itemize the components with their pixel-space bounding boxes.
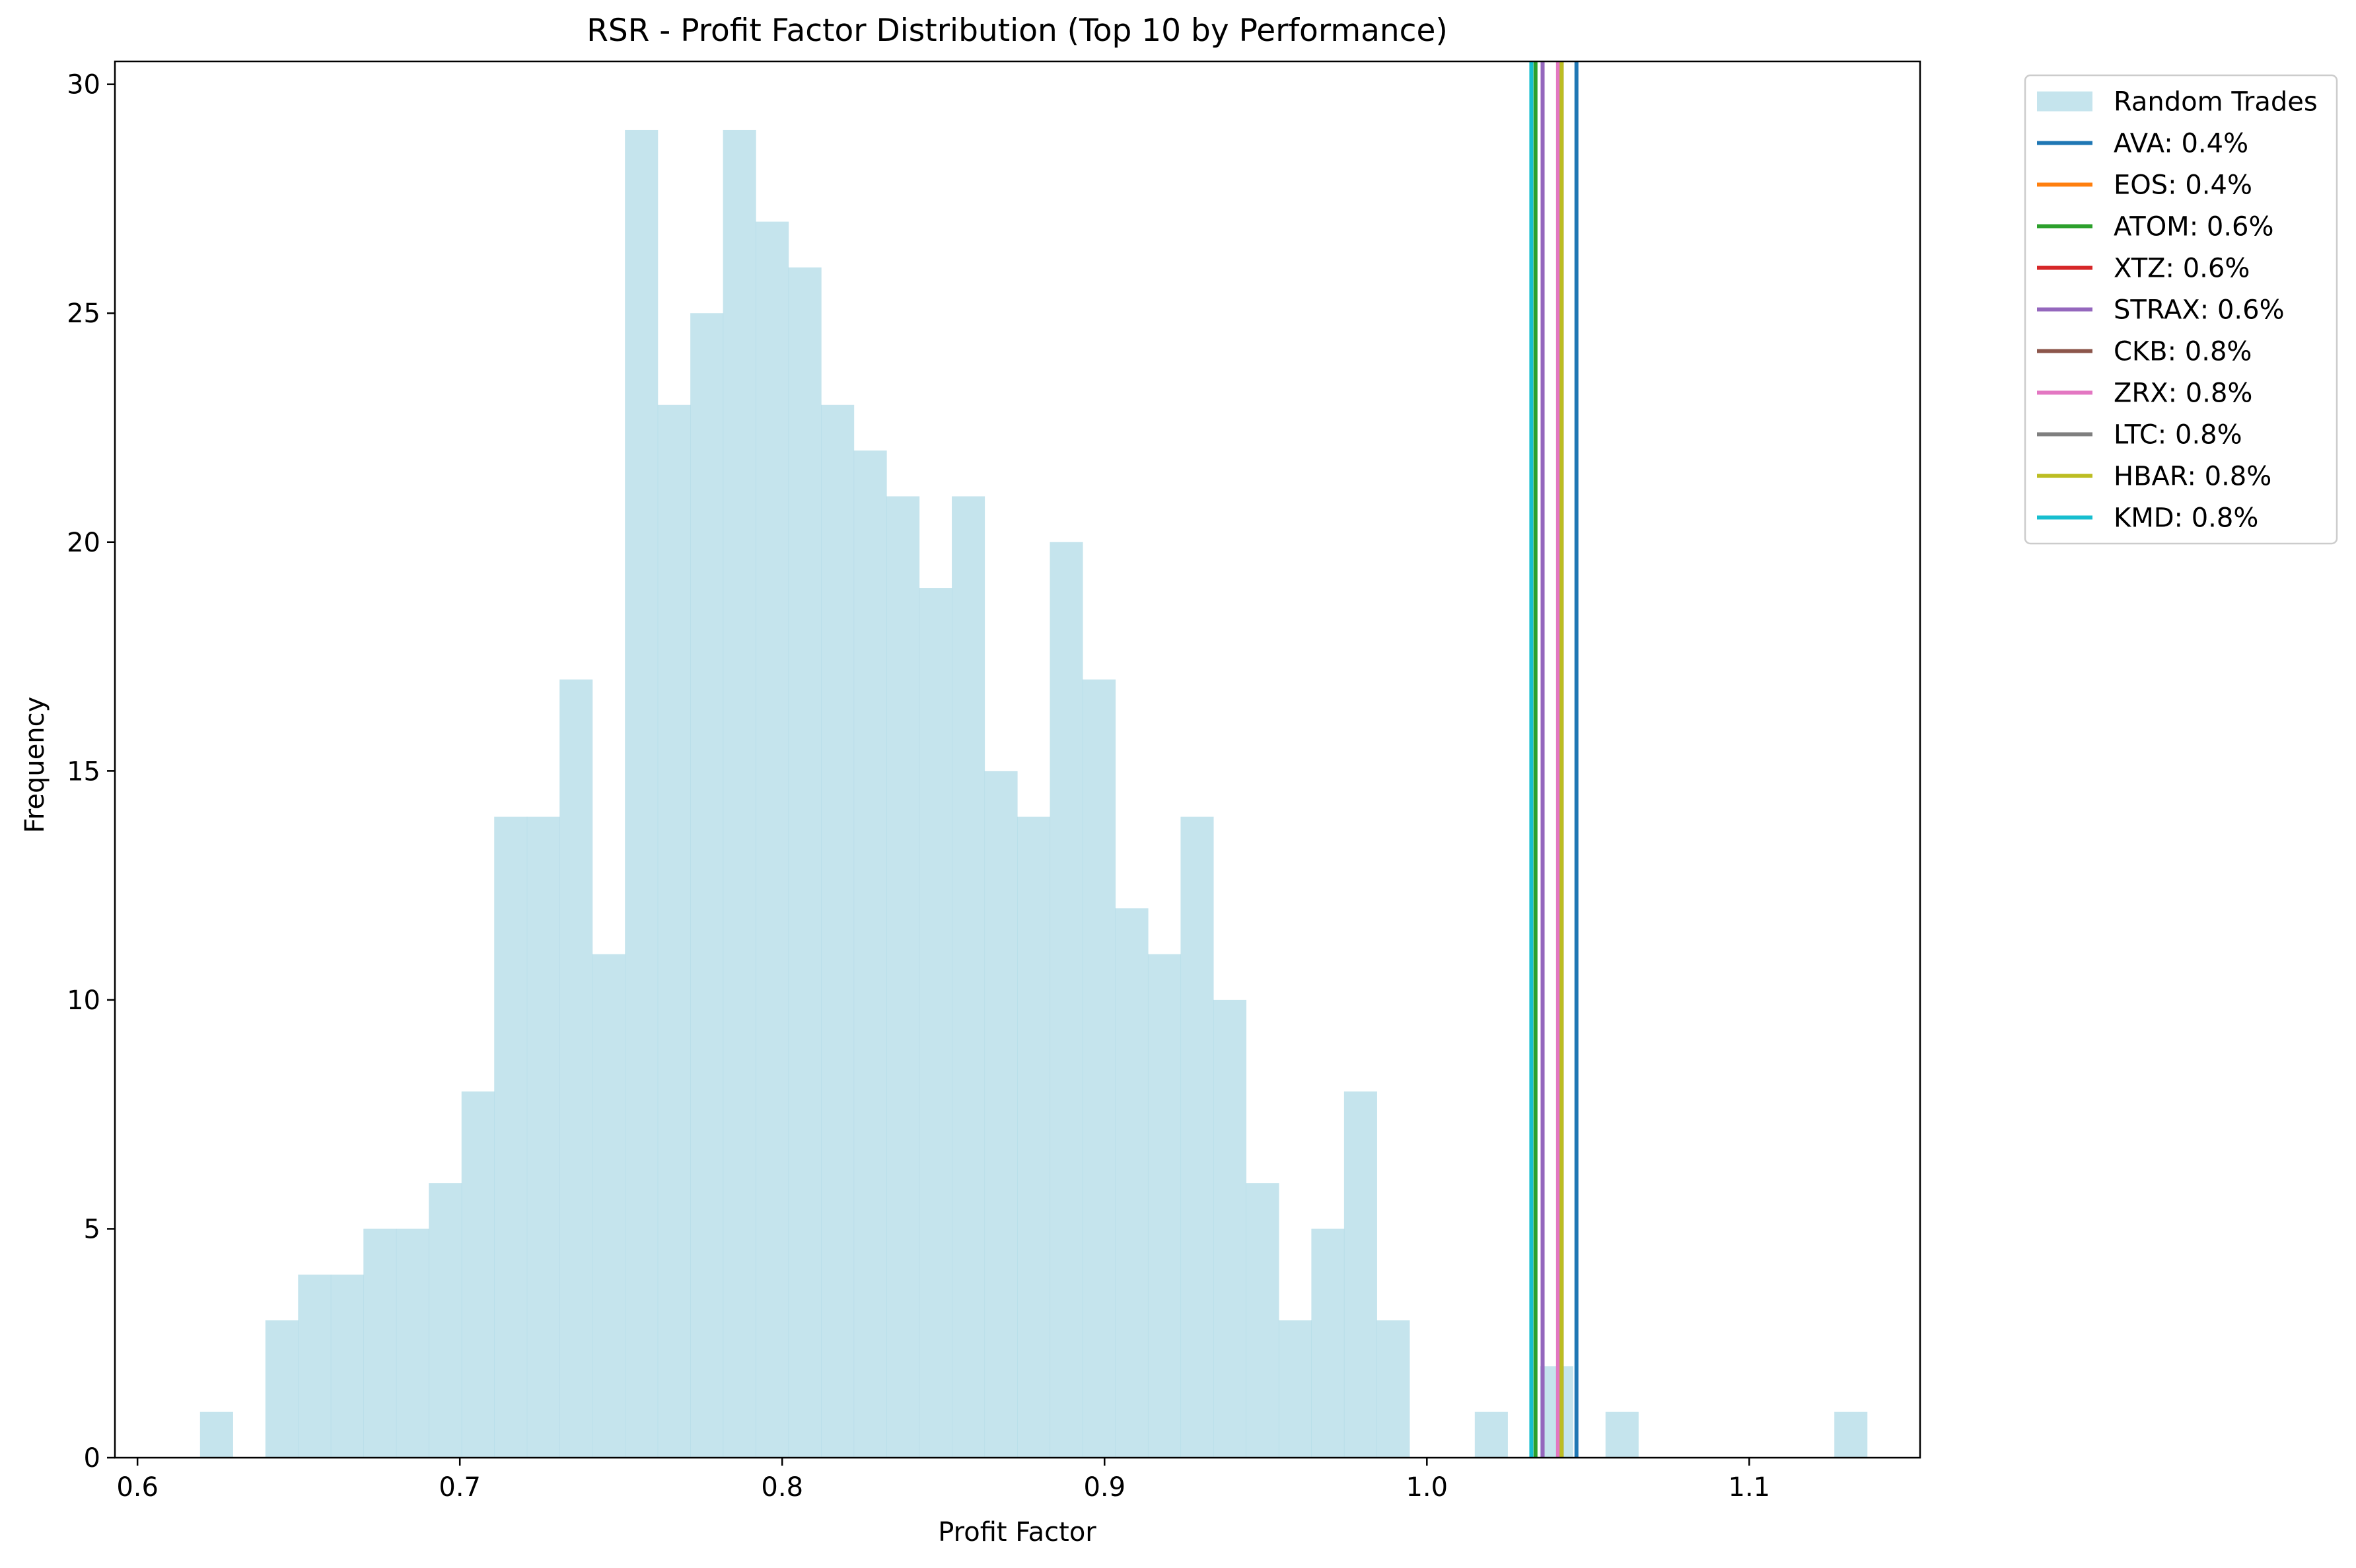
histogram-bar	[1834, 1411, 1868, 1458]
histogram-bar	[1474, 1411, 1508, 1458]
histogram-bar	[1017, 816, 1051, 1458]
histogram-bar	[1376, 1320, 1410, 1458]
legend-label: STRAX: 0.6%	[2114, 295, 2285, 326]
histogram-bar	[853, 450, 887, 1458]
legend-label: AVA: 0.4%	[2114, 129, 2248, 159]
histogram-bar	[363, 1229, 397, 1458]
histogram-bar	[396, 1229, 429, 1458]
histogram-bar	[461, 1091, 495, 1458]
legend-label: Random Trades	[2114, 87, 2318, 118]
histogram-bar	[919, 588, 952, 1458]
reference-lines	[1529, 61, 1579, 1458]
legend-swatch	[2037, 91, 2092, 112]
y-tick-label: 15	[67, 756, 100, 787]
histogram-bar	[1605, 1411, 1639, 1458]
histogram-bar	[1180, 816, 1214, 1458]
histogram-bar	[265, 1320, 299, 1458]
y-tick-label: 10	[67, 985, 100, 1016]
x-tick-label: 0.8	[761, 1472, 803, 1503]
histogram-bar	[952, 496, 985, 1458]
legend-label: ZRX: 0.8%	[2114, 378, 2252, 409]
histogram-bar	[559, 679, 593, 1458]
legend-label: XTZ: 0.6%	[2114, 254, 2250, 284]
x-axis-label: Profit Factor	[938, 1517, 1096, 1548]
legend-box	[2024, 74, 2338, 545]
y-axis-label: Frequency	[20, 697, 50, 834]
histogram-bar	[330, 1274, 364, 1458]
y-tick-label: 0	[84, 1443, 100, 1474]
histogram-bar	[1343, 1091, 1377, 1458]
histogram-bar	[1278, 1320, 1312, 1458]
histogram-bar	[723, 129, 756, 1458]
histogram-bar	[1311, 1229, 1345, 1458]
histogram-bar	[1082, 679, 1116, 1458]
legend-label: EOS: 0.4%	[2114, 170, 2252, 201]
y-tick-label: 30	[67, 70, 100, 100]
histogram-bar	[821, 404, 855, 1458]
histogram-bar	[657, 404, 691, 1458]
histogram-bar	[1213, 999, 1247, 1458]
x-axis-ticks: 0.6 0.7 0.8 0.9 1.0 1.1	[116, 1458, 1770, 1503]
histogram-bar	[1115, 908, 1149, 1458]
legend: Random Trades AVA: 0.4% EOS: 0.4% ATOM: 0.6…	[2024, 74, 2338, 545]
histogram-bar	[494, 816, 528, 1458]
histogram-bar	[788, 267, 822, 1458]
x-tick-label: 0.9	[1083, 1472, 1125, 1503]
legend-label: KMD: 0.8%	[2114, 503, 2258, 534]
legend-label: CKB: 0.8%	[2114, 337, 2252, 367]
legend-label: LTC: 0.8%	[2114, 420, 2242, 450]
histogram-bar	[592, 954, 625, 1458]
legend-label: ATOM: 0.6%	[2114, 212, 2274, 242]
histogram-bar	[298, 1274, 332, 1458]
x-tick-label: 0.6	[116, 1472, 159, 1503]
histogram-bar	[1147, 954, 1182, 1458]
y-tick-label: 25	[67, 299, 100, 329]
x-tick-label: 0.7	[439, 1472, 481, 1503]
x-tick-label: 1.1	[1729, 1472, 1771, 1503]
histogram-bar	[1246, 1183, 1279, 1458]
histogram-bar	[1050, 542, 1083, 1458]
x-tick-label: 1.0	[1406, 1472, 1448, 1503]
histogram-bar	[886, 496, 920, 1458]
chart-title: RSR - Profit Factor Distribution (Top 10…	[587, 13, 1448, 49]
plot-frame	[114, 60, 1921, 1459]
y-axis-ticks: 0 5 10 15 20 25 30	[67, 70, 115, 1474]
histogram-bar	[756, 221, 789, 1458]
histogram-bar	[984, 771, 1018, 1458]
histogram-bar	[625, 129, 659, 1458]
y-tick-label: 20	[67, 528, 100, 558]
histogram-bar	[429, 1183, 462, 1458]
histogram-bar	[526, 816, 560, 1458]
legend-label: HBAR: 0.8%	[2114, 462, 2271, 492]
histogram-bars	[199, 129, 1868, 1458]
histogram-bar	[199, 1411, 233, 1458]
y-tick-label: 5	[84, 1214, 100, 1244]
histogram-bar	[690, 313, 724, 1458]
